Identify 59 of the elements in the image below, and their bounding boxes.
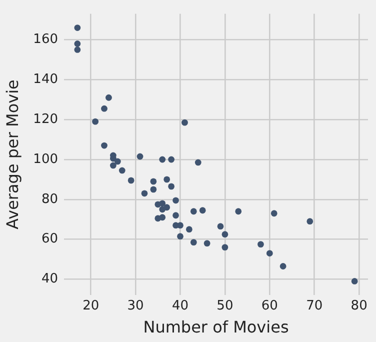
point [351, 278, 358, 284]
point [182, 119, 188, 126]
point [280, 263, 286, 270]
y-tick-label: 120 [33, 112, 58, 127]
point [204, 240, 210, 247]
point [114, 158, 121, 165]
y-tick-label: 40 [41, 272, 58, 287]
point [159, 156, 166, 163]
point [92, 118, 99, 125]
point [258, 241, 264, 248]
y-tick-label: 100 [33, 152, 58, 167]
x-tick-label: 70 [306, 298, 323, 314]
point [101, 142, 108, 149]
point [118, 167, 126, 174]
point [199, 207, 206, 214]
point [74, 40, 81, 47]
point [136, 153, 144, 160]
point [177, 222, 184, 229]
point [168, 183, 175, 190]
x-axis-title: Number of Movies [143, 318, 289, 337]
y-tick-label: 140 [33, 72, 58, 88]
point [74, 46, 81, 53]
y-tick-label: 80 [41, 192, 58, 207]
x-tick-label: 60 [261, 298, 278, 314]
point [168, 156, 175, 163]
point [164, 176, 170, 183]
point [306, 218, 314, 225]
point [110, 162, 116, 169]
point [172, 212, 179, 219]
point [74, 24, 81, 31]
point [222, 231, 228, 238]
point [190, 208, 197, 215]
x-tick-label: 80 [350, 298, 368, 314]
point [106, 94, 112, 101]
point [164, 204, 170, 211]
point [235, 208, 242, 215]
point [190, 239, 197, 246]
point [128, 177, 134, 184]
point [266, 250, 273, 256]
point [150, 186, 157, 193]
point [177, 233, 184, 240]
x-tick-label: 30 [127, 298, 144, 314]
point [172, 197, 179, 204]
x-tick-label: 20 [82, 298, 100, 314]
point [222, 244, 228, 250]
point [159, 214, 166, 221]
point [186, 226, 192, 233]
x-tick-label: 40 [172, 298, 189, 314]
y-tick-label: 160 [33, 32, 58, 48]
point [101, 105, 108, 112]
point [159, 200, 166, 207]
point [141, 190, 148, 197]
y-axis-title: Average per Movie [2, 80, 22, 230]
y-tick-label: 60 [41, 232, 58, 247]
point [150, 178, 157, 185]
point [217, 223, 224, 230]
point [270, 210, 278, 217]
point [194, 159, 202, 166]
x-tick-label: 50 [216, 298, 234, 314]
